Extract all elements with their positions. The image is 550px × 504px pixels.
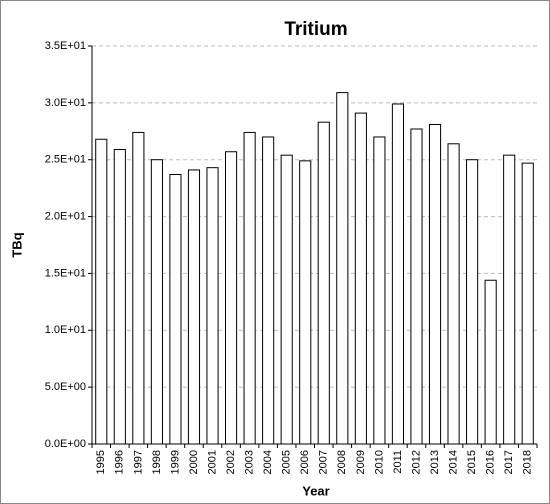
y-tick-label: 1.0E+01 [45, 324, 86, 336]
x-tick-label: 1999 [169, 450, 181, 474]
y-tick-label: 1.5E+01 [45, 267, 86, 279]
x-tick-label: 2003 [244, 450, 256, 474]
bar [299, 160, 312, 445]
x-tick-label: 2015 [466, 450, 478, 474]
x-tick-label: 2017 [503, 450, 515, 474]
bar [95, 138, 108, 445]
x-tick-label: 1998 [151, 450, 163, 474]
x-tick-label: 2006 [299, 450, 311, 474]
x-tick-label: 1997 [132, 450, 144, 474]
y-tick-label: 5.0E+00 [45, 381, 86, 393]
bar [132, 131, 145, 445]
bar [262, 136, 275, 445]
x-tick-label: 2009 [355, 450, 367, 474]
x-tick-label: 2000 [188, 450, 200, 474]
bar [206, 167, 219, 445]
bar [410, 128, 423, 445]
bar [225, 151, 238, 445]
bar [391, 103, 404, 445]
x-tick-label: 2014 [447, 450, 459, 474]
bar [447, 143, 460, 445]
bar [280, 154, 293, 445]
x-tick-label: 2005 [281, 450, 293, 474]
x-tick-label: 2002 [225, 450, 237, 474]
chart-title: Tritium [284, 19, 347, 40]
bar [150, 159, 163, 445]
x-tick-label: 2018 [522, 450, 534, 474]
x-tick-label: 2008 [336, 450, 348, 474]
bar [521, 162, 534, 445]
bar [503, 154, 516, 445]
y-tick-label: 3.0E+01 [45, 97, 86, 109]
x-tick-label: 1995 [95, 450, 107, 474]
bar [354, 112, 367, 445]
bar [243, 131, 256, 445]
y-tick-label: 2.5E+01 [45, 154, 86, 166]
x-tick-label: 1996 [114, 450, 126, 474]
bar [484, 279, 497, 445]
x-axis-title: Year [302, 483, 329, 498]
x-tick-label: 2013 [429, 450, 441, 474]
x-tick-label: 2007 [318, 450, 330, 474]
y-tick-label: 3.5E+01 [45, 40, 86, 52]
x-tick-label: 2004 [262, 450, 274, 474]
bar [317, 121, 330, 445]
bar [169, 173, 182, 445]
y-tick-label: 0.0E+00 [45, 438, 86, 450]
bar [428, 123, 442, 445]
bar [113, 148, 126, 445]
bar [187, 169, 201, 445]
x-tick-label: 2012 [410, 450, 422, 474]
x-tick-label: 2001 [206, 450, 218, 474]
bar [373, 136, 386, 445]
y-axis-title: TBq [9, 232, 24, 257]
x-tick-label: 2016 [485, 450, 497, 474]
y-tick-label: 2.0E+01 [45, 210, 86, 222]
bar [336, 92, 349, 445]
bar [466, 159, 479, 445]
x-tick-label: 2010 [373, 450, 385, 474]
x-tick-label: 2011 [392, 450, 404, 474]
